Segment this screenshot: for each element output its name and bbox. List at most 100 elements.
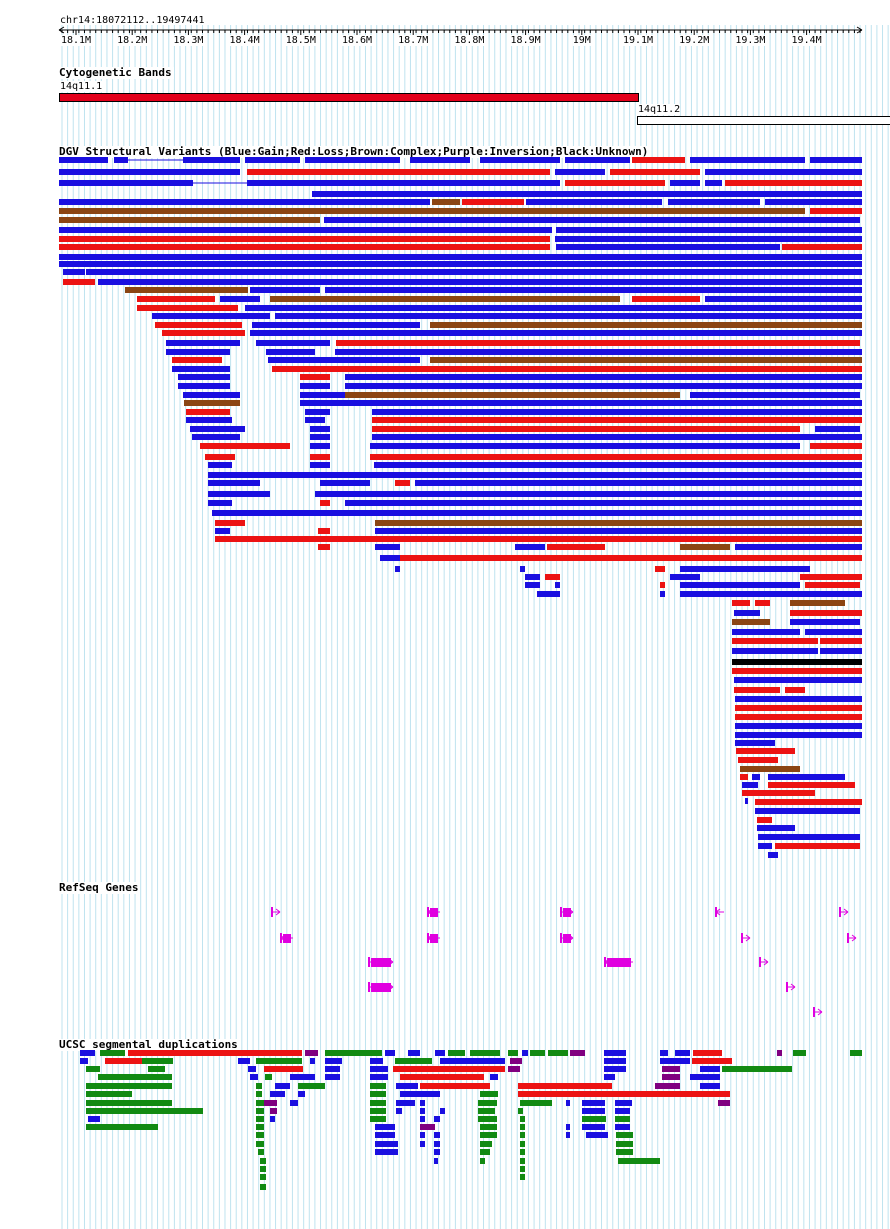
dgv-variant [757,825,795,831]
dgv-variant [732,659,862,665]
segdup-feature [448,1050,465,1056]
dgv-variant [810,157,862,163]
dgv-variant [732,619,770,625]
segdup-feature [250,1074,258,1080]
dgv-variant [208,462,232,468]
segdup-feature [434,1116,440,1122]
dgv-variant [705,169,862,175]
dgv-variant [318,528,330,534]
dgv-variant [166,349,230,355]
dgv-variant [208,472,862,478]
segdup-feature [260,1166,266,1172]
dgv-variant [758,834,860,840]
cytoband-label-14q11-2: 14q11.2 [638,104,681,115]
dgv-variant [300,383,330,389]
dgv-variant [660,582,665,588]
dgv-variant [300,400,862,406]
dgv-variant [345,392,680,398]
dgv-variant [680,544,730,550]
segdup-feature [375,1124,395,1130]
segdup-feature [478,1100,497,1106]
segdup-feature [508,1050,518,1056]
segdup-feature [142,1058,173,1064]
ruler-tick-label: 18.7M [398,35,429,46]
ruler-tick-label: 18.9M [510,35,541,46]
dgv-variant [525,574,540,580]
segdup-feature [256,1100,264,1106]
dgv-variant [59,244,550,250]
dgv-variant [375,520,862,526]
dgv-variant [735,740,775,746]
dgv-variant [208,491,270,497]
segdup-feature [718,1100,730,1106]
dgv-variant [555,169,605,175]
segdup-feature [520,1166,525,1172]
segdup-feature [98,1074,172,1080]
dgv-variant [547,544,605,550]
segdup-feature [290,1074,315,1080]
dgv-variant [820,648,862,654]
dgv-variant [515,544,545,550]
segdup-feature [566,1124,570,1130]
dgv-variant [400,555,862,561]
dgv-variant [192,434,240,440]
refseq-strand-arrow [604,958,610,966]
segdup-feature [470,1050,500,1056]
dgv-variant [432,199,460,205]
segdup-feature [310,1058,315,1064]
dgv-variant [59,236,550,242]
segdup-feature [128,1050,302,1056]
segdup-features[interactable] [0,1045,890,1205]
dgv-variant [670,180,700,186]
refseq-strand-arrow [427,934,433,942]
refseq-strand-arrow [275,908,281,916]
dgv-variant [610,169,700,175]
segdup-feature [396,1108,402,1114]
segdup-feature [420,1100,425,1106]
dgv-variant [372,417,862,423]
dgv-variant [520,566,525,572]
segdup-feature [256,1091,262,1097]
refseq-strand-arrow [427,908,433,916]
segdup-feature [375,1132,395,1138]
segdup-feature [370,1116,386,1122]
segdup-feature [370,1058,383,1064]
segdup-feature [256,1058,302,1064]
segdup-feature [298,1091,305,1097]
segdup-feature [80,1050,95,1056]
dgv-variant [785,687,805,693]
dgv-variant [565,180,665,186]
segdup-feature [270,1116,275,1122]
dgv-variant [215,520,245,526]
dgv-variant [735,714,862,720]
dgv-variant [63,279,95,285]
dgv-variant [705,296,862,302]
dgv-variant [375,528,862,534]
dgv-variant [345,374,862,380]
ruler[interactable] [0,20,890,70]
dgv-variant [775,843,860,849]
dgv-variant [137,305,238,311]
refseq-strand-arrow [763,958,769,966]
segdup-feature [566,1100,570,1106]
cytoband-14q11-1[interactable] [59,93,639,102]
refseq-glyphs[interactable] [0,890,890,1030]
dgv-variant [155,322,242,328]
segdup-feature [393,1066,505,1072]
dgv-variant [59,208,805,214]
dgv-variant [256,340,330,346]
segdup-feature [86,1091,132,1097]
dgv-variant [736,748,795,754]
segdup-feature [420,1108,425,1114]
segdup-feature [655,1083,680,1089]
dgv-variant [732,668,862,674]
dgv-variants[interactable] [0,150,890,870]
dgv-variant [790,600,845,606]
segdup-feature [86,1108,203,1114]
segdup-feature [434,1141,440,1147]
cytoband-14q11-2[interactable] [637,116,890,125]
dgv-variant [186,409,230,415]
dgv-variant [325,287,862,293]
dgv-variant [152,313,270,319]
